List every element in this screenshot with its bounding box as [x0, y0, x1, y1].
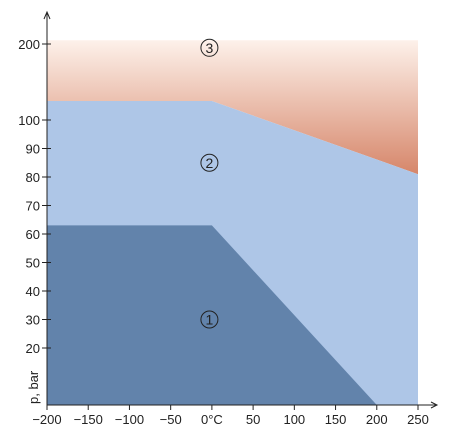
y-axis-arrow [43, 10, 51, 20]
labels: p, bar 1 2 3 [26, 38, 219, 404]
y-tick-label: 200 [18, 37, 40, 52]
y-tick-label: 70 [26, 199, 40, 214]
region-2-label: 2 [206, 155, 214, 171]
y-axis-label: p, bar [26, 370, 41, 404]
y-tick-label: 20 [26, 341, 40, 356]
x-tick-label: 250 [407, 412, 429, 427]
y-tick-label: 40 [26, 284, 40, 299]
axes [43, 10, 439, 409]
region-3-area [47, 40, 418, 175]
y-tick-label: 50 [26, 256, 40, 271]
y-tick-label: 90 [26, 142, 40, 157]
regions [47, 40, 418, 405]
region-3-marker [200, 38, 219, 57]
x-tick-label: 100 [283, 412, 305, 427]
x-tick-label: 50 [246, 412, 260, 427]
region-2-marker [200, 153, 219, 172]
x-tick-label: 150 [325, 412, 347, 427]
region-1-area [47, 225, 377, 405]
y-tick-label: 30 [26, 313, 40, 328]
x-tick-label: −200 [32, 412, 61, 427]
y-tick-label: 100 [18, 113, 40, 128]
y-tick-label: 60 [26, 227, 40, 242]
x-tick-label: −100 [115, 412, 144, 427]
x-tick-label: −150 [74, 412, 103, 427]
region-3-label: 3 [206, 40, 214, 56]
x-axis-arrow [430, 401, 439, 409]
x-tick-label: 0°C [201, 412, 223, 427]
region-1-marker [200, 310, 219, 329]
ticks: −200 −150 −100 −50 0°C 50 100 150 200 250 20 30 40 50… [18, 37, 429, 427]
region-1-label: 1 [206, 312, 214, 328]
x-tick-label: −50 [160, 412, 182, 427]
x-tick-label: 200 [366, 412, 388, 427]
y-tick-label: 80 [26, 170, 40, 185]
